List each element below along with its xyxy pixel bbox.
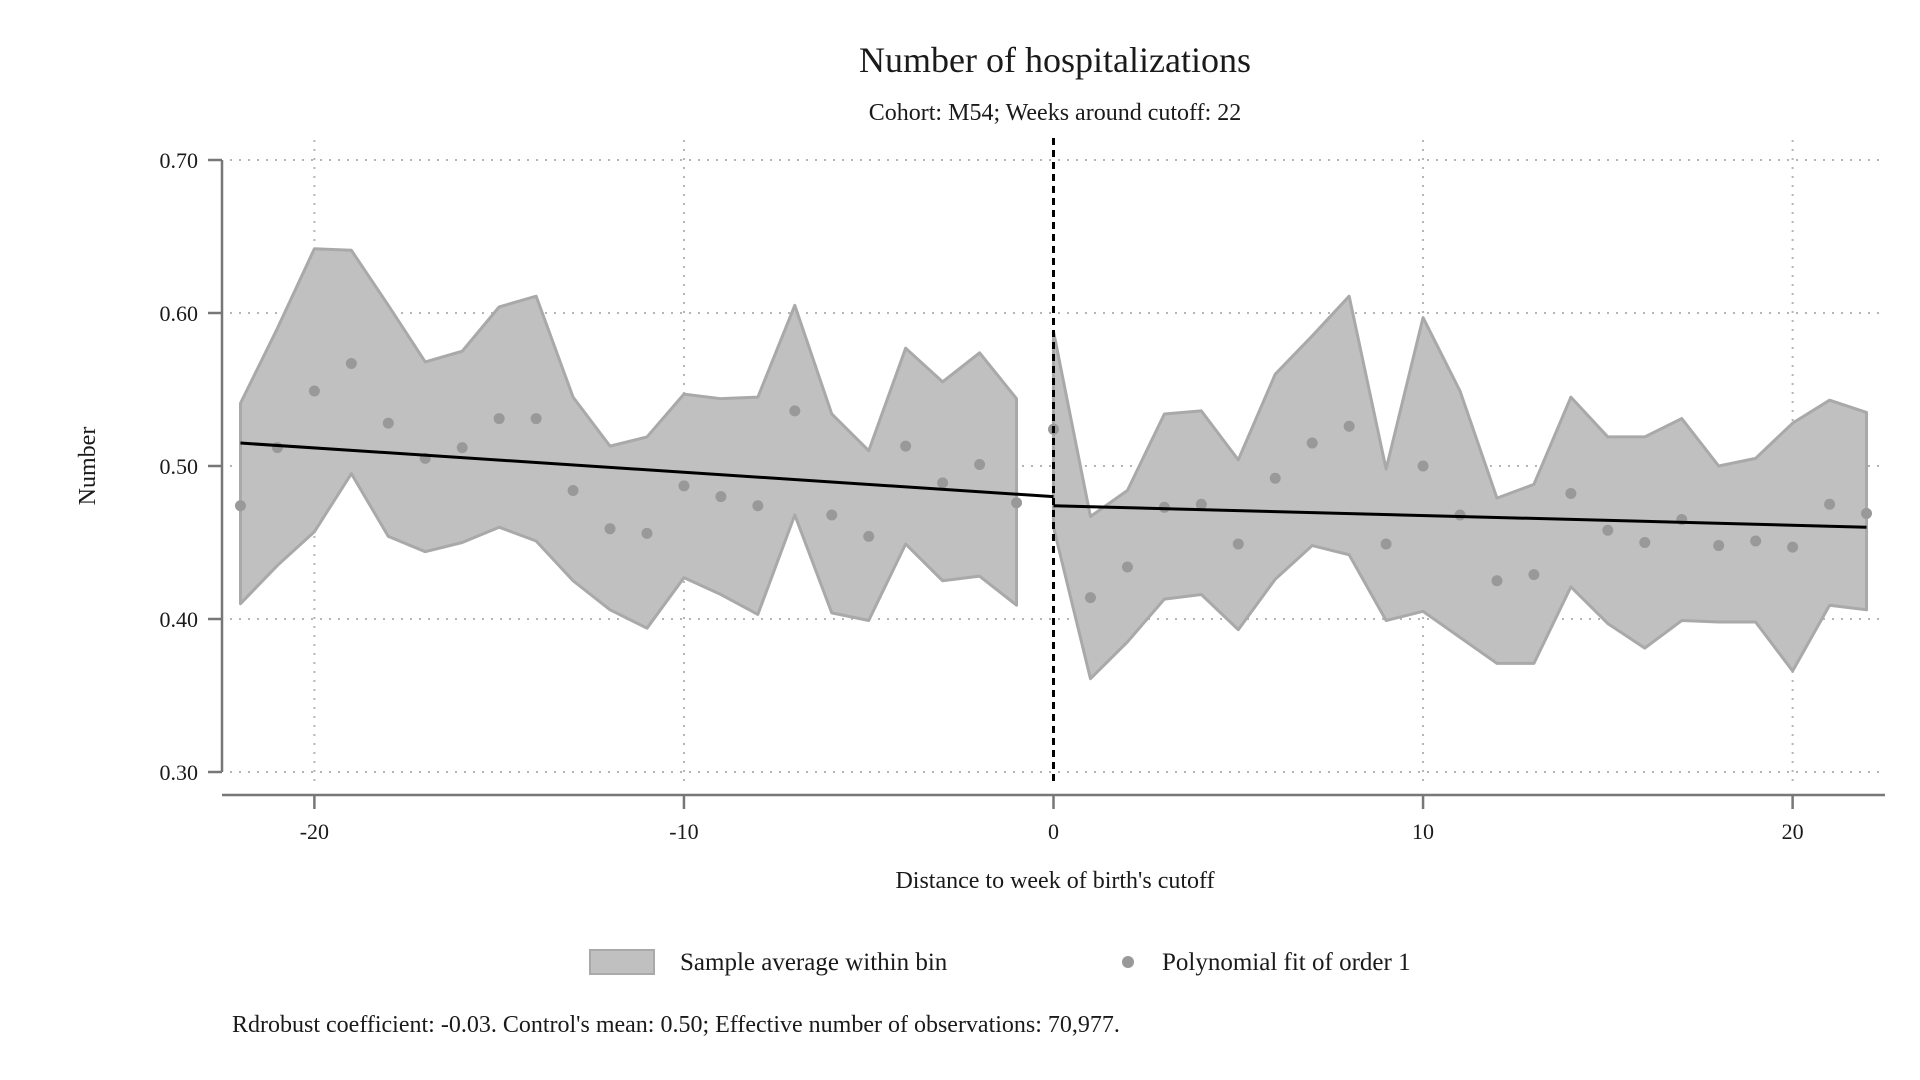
y-tick-label: 0.50 xyxy=(160,454,199,479)
bin-point xyxy=(345,357,357,369)
bin-point xyxy=(234,500,246,512)
bin-point xyxy=(1121,561,1133,573)
legend-label-area: Sample average within bin xyxy=(680,949,948,976)
bin-point xyxy=(789,405,801,417)
bin-point xyxy=(1528,569,1540,581)
bin-point xyxy=(1824,498,1836,510)
legend-label-dot: Polynomial fit of order 1 xyxy=(1162,949,1411,976)
y-axis-title: Number xyxy=(75,427,101,506)
bin-point xyxy=(308,385,320,397)
bin-point xyxy=(456,442,468,454)
x-tick-label: -10 xyxy=(669,819,698,844)
bin-point xyxy=(863,530,875,542)
bin-point xyxy=(1639,537,1651,548)
chart-title: Number of hospitalizations xyxy=(859,40,1251,80)
x-axis-ticks: -20 -10 0 10 20 xyxy=(300,795,1804,844)
x-tick-label: -20 xyxy=(300,819,329,844)
band-segment xyxy=(238,247,1019,630)
bin-point xyxy=(1232,538,1244,550)
bin-point xyxy=(752,500,764,512)
fit-line xyxy=(240,441,1054,499)
bin-point xyxy=(937,477,949,489)
bin-point xyxy=(974,458,986,470)
bin-point xyxy=(1602,524,1614,536)
y-axis-ticks: 0.30 0.40 0.50 0.60 0.70 xyxy=(160,148,222,785)
bin-point xyxy=(1491,575,1503,587)
bin-point xyxy=(1787,541,1799,553)
bin-point xyxy=(567,484,579,496)
bin-point xyxy=(641,527,653,539)
legend-swatch-area xyxy=(589,949,655,975)
bin-point xyxy=(1269,472,1281,484)
bin-point xyxy=(826,509,838,521)
bin-point xyxy=(1084,592,1096,604)
y-tick-label: 0.40 xyxy=(160,607,199,632)
bin-point xyxy=(1195,498,1207,510)
legend-swatch-dot xyxy=(1122,956,1134,968)
chart-subtitle: Cohort: M54; Weeks around cutoff: 22 xyxy=(869,100,1241,126)
bin-point xyxy=(1750,535,1762,547)
bin-point xyxy=(1306,437,1318,449)
x-tick-label: 10 xyxy=(1412,819,1434,844)
bin-point xyxy=(1565,488,1577,500)
bin-point xyxy=(382,417,394,429)
fit-lines xyxy=(240,441,1867,529)
bin-point xyxy=(678,480,690,492)
fit-line xyxy=(1053,504,1867,529)
bin-point xyxy=(1713,540,1725,552)
bin-point xyxy=(1861,507,1873,519)
confidence-band xyxy=(238,247,1869,681)
legend: Sample average within bin Polynomial fit… xyxy=(589,949,1411,976)
bin-point xyxy=(530,413,542,425)
bin-point xyxy=(900,440,912,452)
y-tick-label: 0.30 xyxy=(160,760,199,785)
bin-point xyxy=(604,523,616,535)
bin-point xyxy=(1343,420,1355,432)
band-segment xyxy=(1052,294,1869,681)
y-tick-label: 0.60 xyxy=(160,301,199,326)
bin-point xyxy=(493,413,505,425)
chart-note: Rdrobust coefficient: -0.03. Control's m… xyxy=(232,1012,1120,1038)
x-tick-label: 20 xyxy=(1782,819,1804,844)
x-tick-label: 0 xyxy=(1048,819,1059,844)
y-tick-label: 0.70 xyxy=(160,148,199,173)
bin-point xyxy=(1011,497,1023,509)
bin-point xyxy=(1380,538,1392,550)
x-axis-title: Distance to week of birth's cutoff xyxy=(895,868,1214,894)
bin-point xyxy=(1417,460,1429,472)
bin-point xyxy=(715,491,727,503)
